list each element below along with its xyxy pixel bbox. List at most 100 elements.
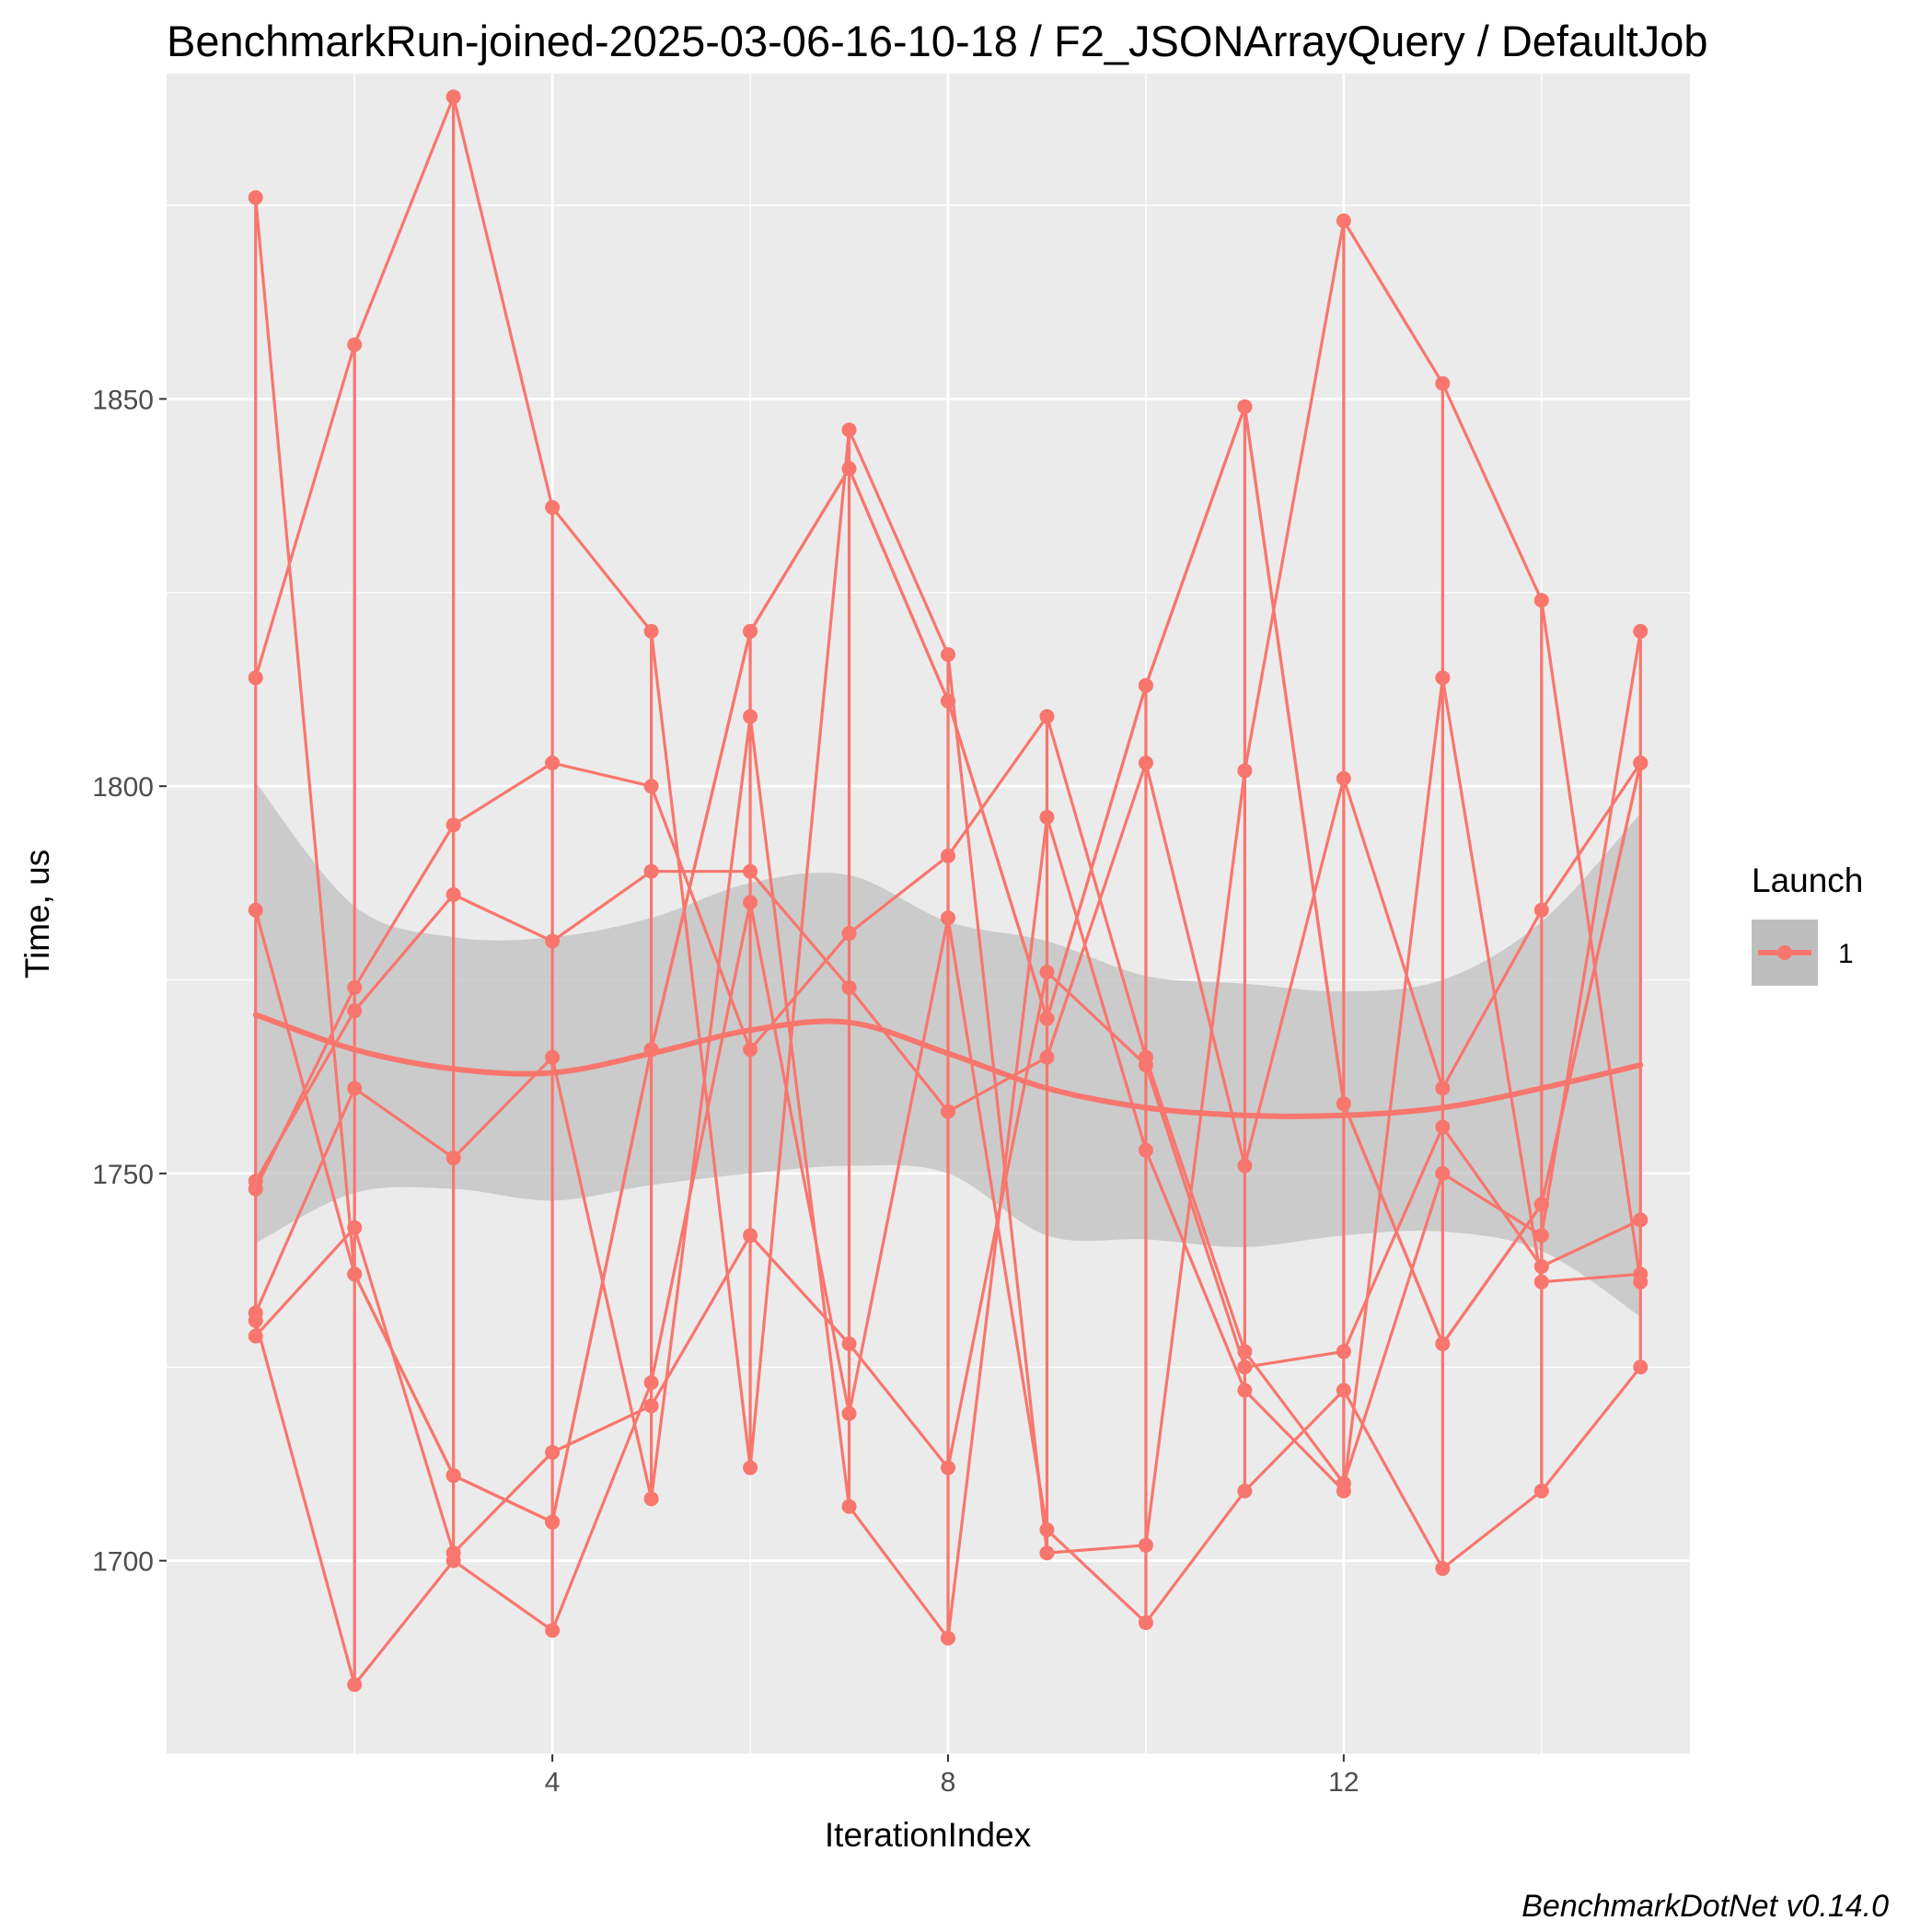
data-point — [643, 863, 659, 879]
data-point — [248, 670, 263, 686]
data-point — [1039, 1521, 1055, 1537]
legend: Launch 1 — [1752, 862, 1863, 986]
data-point — [643, 1375, 659, 1391]
x-tick-label: 4 — [545, 1767, 561, 1798]
data-point — [1138, 755, 1153, 770]
data-point — [841, 1336, 857, 1352]
data-point — [445, 1468, 461, 1484]
legend-key-point — [1777, 945, 1792, 960]
data-point — [347, 337, 363, 353]
data-point — [1039, 1545, 1055, 1561]
y-tick-label: 1750 — [92, 1160, 154, 1190]
data-point — [1039, 965, 1055, 980]
chart-caption: BenchmarkDotNet v0.14.0 — [1521, 1889, 1889, 1924]
y-axis: 1700 1750 1800 1850 — [92, 385, 167, 1578]
data-point — [1336, 1344, 1351, 1359]
data-point — [1435, 376, 1451, 391]
data-point — [643, 1042, 659, 1058]
data-point — [743, 895, 758, 910]
data-point — [445, 886, 461, 902]
data-point — [1138, 1142, 1153, 1158]
smooth-trend-line — [252, 1012, 1644, 1119]
data-point — [1533, 1197, 1549, 1212]
y-tick-label: 1700 — [92, 1547, 154, 1578]
data-point — [841, 979, 857, 995]
data-point — [1138, 1614, 1153, 1630]
data-point — [347, 1003, 363, 1019]
data-point — [347, 979, 363, 995]
data-point — [1435, 1119, 1451, 1135]
data-point — [1633, 1359, 1649, 1375]
y-tick-label: 1800 — [92, 772, 154, 803]
data-point — [743, 863, 758, 879]
data-point — [1138, 677, 1153, 693]
data-point — [545, 1049, 561, 1065]
x-tick-label: 12 — [1328, 1767, 1359, 1798]
data-point — [1336, 770, 1351, 786]
data-point — [248, 1181, 263, 1197]
data-point — [1336, 1096, 1351, 1112]
data-point — [445, 817, 461, 833]
y-tick-label: 1850 — [92, 385, 154, 415]
data-point — [347, 1677, 363, 1693]
x-axis: 4 8 12 — [545, 1754, 1359, 1798]
data-point — [1435, 1561, 1451, 1577]
data-point — [841, 1406, 857, 1421]
data-point — [841, 1498, 857, 1514]
data-point — [1237, 1359, 1253, 1375]
data-point — [1435, 1336, 1451, 1352]
data-point — [643, 779, 659, 794]
data-point — [445, 89, 461, 105]
y-axis-title: Time, us — [18, 850, 56, 978]
data-point — [1435, 1165, 1451, 1181]
data-point — [1533, 593, 1549, 608]
data-point — [841, 422, 857, 438]
data-point — [1435, 670, 1451, 686]
data-point — [1633, 623, 1649, 639]
legend-entry-label: 1 — [1838, 939, 1854, 969]
data-point — [1138, 1049, 1153, 1065]
data-point — [1533, 1483, 1549, 1498]
data-point — [1533, 1274, 1549, 1290]
data-point — [940, 647, 955, 663]
data-point — [743, 709, 758, 724]
data-point — [1039, 1049, 1055, 1065]
data-point — [643, 1491, 659, 1507]
data-point — [743, 623, 758, 639]
data-point — [1237, 763, 1253, 779]
data-point — [445, 1553, 461, 1568]
data-point — [545, 933, 561, 949]
data-point — [248, 1328, 263, 1344]
data-point — [1633, 1212, 1649, 1228]
data-points — [248, 89, 1649, 1693]
data-point — [940, 693, 955, 709]
data-point — [445, 1151, 461, 1166]
data-point — [545, 1444, 561, 1460]
data-point — [1533, 1228, 1549, 1244]
data-point — [1039, 809, 1055, 825]
data-point — [347, 1220, 363, 1235]
data-point — [545, 500, 561, 515]
legend-title: Launch — [1752, 862, 1863, 899]
x-tick-label: 8 — [941, 1767, 956, 1798]
data-point — [545, 755, 561, 770]
data-point — [643, 1398, 659, 1414]
data-point — [940, 848, 955, 863]
data-point — [1237, 1382, 1253, 1398]
data-point — [1633, 1274, 1649, 1290]
chart-title: BenchmarkRun-joined-2025-03-06-16-10-18 … — [167, 17, 1708, 65]
data-point — [1237, 399, 1253, 414]
data-point — [743, 1228, 758, 1244]
data-point — [1336, 1382, 1351, 1398]
data-point — [1039, 709, 1055, 724]
data-point — [940, 1460, 955, 1475]
data-point — [1138, 1537, 1153, 1553]
data-point — [545, 1623, 561, 1638]
data-point — [1435, 1081, 1451, 1096]
data-point — [248, 1305, 263, 1321]
data-point — [841, 461, 857, 477]
data-point — [1336, 213, 1351, 228]
x-axis-title: IterationIndex — [825, 1816, 1032, 1854]
data-point — [1533, 1258, 1549, 1274]
